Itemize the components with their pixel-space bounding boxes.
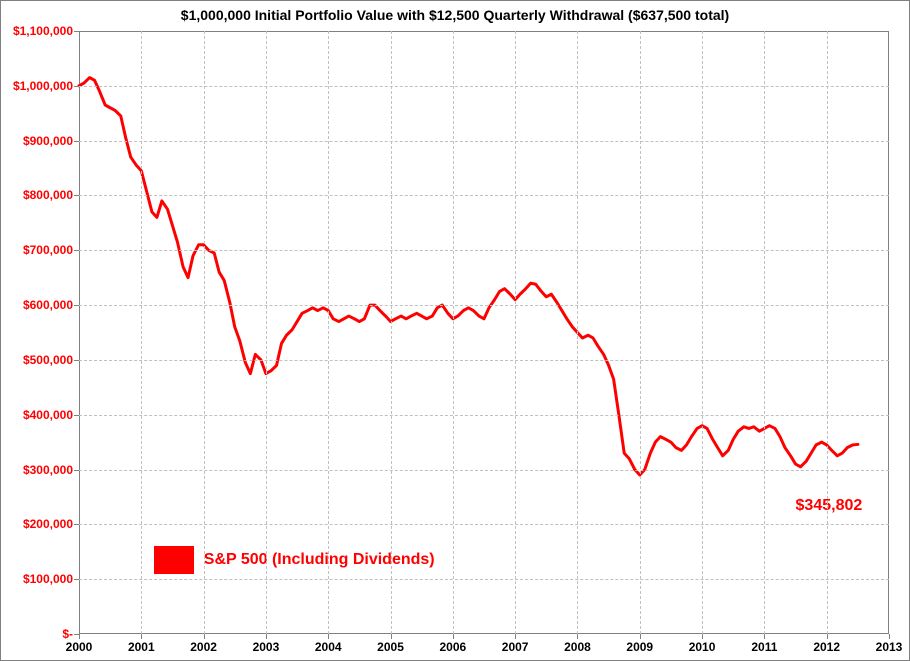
ytick-label: $400,000 xyxy=(23,408,79,422)
gridline-v xyxy=(827,31,828,634)
ytick-label: $100,000 xyxy=(23,572,79,586)
gridline-h xyxy=(79,86,889,87)
gridline-v xyxy=(702,31,703,634)
xtick-label: 2010 xyxy=(689,634,716,654)
gridline-h xyxy=(79,470,889,471)
gridline-v xyxy=(328,31,329,634)
gridline-h xyxy=(79,195,889,196)
xtick-label: 2013 xyxy=(876,634,903,654)
gridline-v xyxy=(141,31,142,634)
xtick-label: 2012 xyxy=(813,634,840,654)
end-value-annotation: $345,802 xyxy=(796,497,863,515)
legend: S&P 500 (Including Dividends) xyxy=(154,546,435,574)
gridline-v xyxy=(266,31,267,634)
plot-area: $345,802 S&P 500 (Including Dividends) $… xyxy=(79,31,889,634)
xtick-label: 2001 xyxy=(128,634,155,654)
ytick-label: $600,000 xyxy=(23,298,79,312)
xtick-label: 2003 xyxy=(253,634,280,654)
gridline-v xyxy=(515,31,516,634)
ytick-label: $1,000,000 xyxy=(13,79,79,93)
xtick-label: 2000 xyxy=(66,634,93,654)
xtick-label: 2006 xyxy=(439,634,466,654)
ytick-label: $700,000 xyxy=(23,243,79,257)
xtick-label: 2011 xyxy=(751,634,777,654)
xtick-label: 2009 xyxy=(626,634,653,654)
line-series-svg xyxy=(79,31,889,634)
gridline-h xyxy=(79,579,889,580)
ytick-label: $300,000 xyxy=(23,463,79,477)
gridline-v xyxy=(391,31,392,634)
gridline-h xyxy=(79,305,889,306)
legend-label: S&P 500 (Including Dividends) xyxy=(204,551,435,569)
chart-title: $1,000,000 Initial Portfolio Value with … xyxy=(1,7,909,23)
ytick-label: $500,000 xyxy=(23,353,79,367)
ytick-label: $200,000 xyxy=(23,517,79,531)
gridline-v xyxy=(453,31,454,634)
legend-swatch xyxy=(154,546,194,574)
xtick-label: 2005 xyxy=(377,634,404,654)
gridline-v xyxy=(204,31,205,634)
chart-frame: $1,000,000 Initial Portfolio Value with … xyxy=(0,0,910,661)
xtick-label: 2007 xyxy=(502,634,529,654)
gridline-h xyxy=(79,250,889,251)
xtick-label: 2002 xyxy=(190,634,217,654)
gridline-h xyxy=(79,524,889,525)
ytick-label: $1,100,000 xyxy=(13,24,79,38)
gridline-v xyxy=(764,31,765,634)
xtick-label: 2008 xyxy=(564,634,591,654)
gridline-v xyxy=(640,31,641,634)
gridline-h xyxy=(79,141,889,142)
xtick-label: 2004 xyxy=(315,634,342,654)
gridline-v xyxy=(577,31,578,634)
ytick-label: $800,000 xyxy=(23,188,79,202)
ytick-label: $900,000 xyxy=(23,134,79,148)
gridline-h xyxy=(79,415,889,416)
gridline-h xyxy=(79,360,889,361)
